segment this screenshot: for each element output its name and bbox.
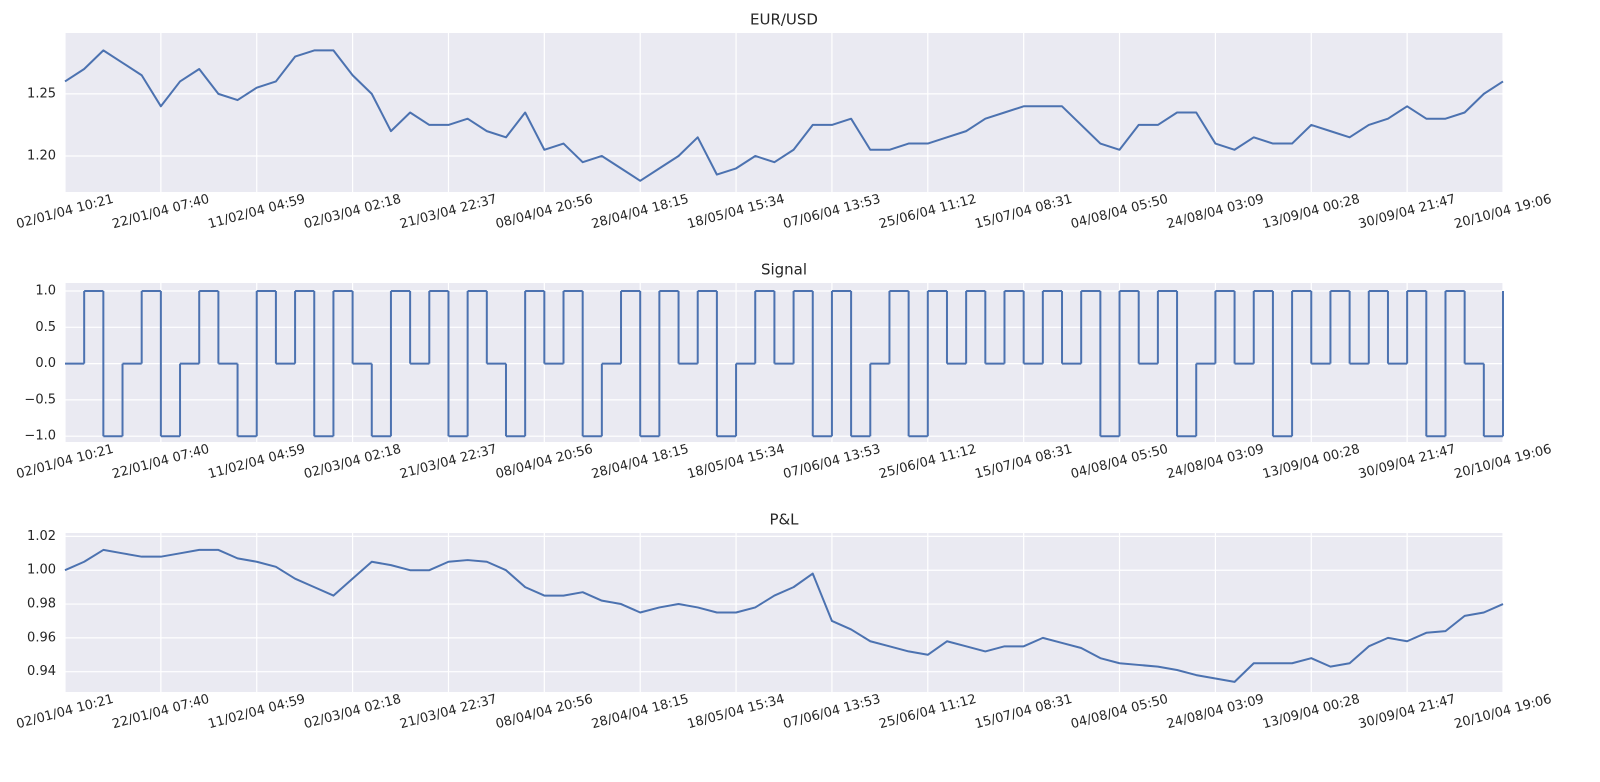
x-tick-label: 13/09/04 00:28	[1261, 192, 1361, 232]
x-tick-label: 18/05/04 15:34	[686, 442, 786, 482]
x-tick-label: 02/03/04 02:18	[302, 192, 402, 232]
y-tick-label: 0.98	[27, 597, 56, 612]
x-tick-label: 30/09/04 21:47	[1357, 442, 1457, 482]
x-tick-label: 02/03/04 02:18	[302, 442, 402, 482]
x-tick-label: 30/09/04 21:47	[1357, 692, 1457, 732]
y-tick-label: −0.5	[24, 392, 56, 407]
y-tick-label: 1.25	[27, 86, 56, 101]
x-tick-label: 25/06/04 11:12	[878, 442, 978, 482]
x-tick-label: 15/07/04 08:31	[973, 192, 1073, 232]
x-tick-label: 02/01/04 10:21	[15, 442, 115, 482]
x-tick-label: 11/02/04 04:59	[207, 192, 307, 232]
x-tick-label: 25/06/04 11:12	[878, 692, 978, 732]
x-tick-label: 18/05/04 15:34	[686, 192, 786, 232]
x-tick-label: 30/09/04 21:47	[1357, 192, 1457, 232]
x-tick-label: 13/09/04 00:28	[1261, 442, 1361, 482]
x-tick-label: 04/08/04 05:50	[1069, 692, 1169, 732]
series-line	[64, 548, 1504, 683]
chart-title: EUR/USD	[750, 11, 818, 29]
x-tick-label: 28/04/04 18:15	[590, 192, 690, 232]
x-tick-label: 07/06/04 13:53	[782, 442, 882, 482]
x-tick-label: 24/08/04 03:09	[1165, 442, 1265, 482]
x-tick-label: 20/10/04 19:06	[1453, 442, 1553, 482]
x-tick-label: 08/04/04 20:56	[494, 192, 594, 232]
x-tick-label: 21/03/04 22:37	[398, 192, 498, 232]
x-tick-label: 13/09/04 00:28	[1261, 692, 1361, 732]
y-tick-label: 0.5	[35, 320, 56, 335]
x-tick-label: 11/02/04 04:59	[207, 442, 307, 482]
x-tick-label: 02/03/04 02:18	[302, 692, 402, 732]
plot-background	[65, 33, 1503, 192]
x-tick-label: 15/07/04 08:31	[973, 442, 1073, 482]
x-tick-label: 07/06/04 13:53	[782, 192, 882, 232]
chart-title: P&L	[769, 511, 799, 529]
x-tick-label: 08/04/04 20:56	[494, 442, 594, 482]
plot-background	[65, 283, 1503, 442]
x-tick-label: 22/01/04 07:40	[111, 692, 211, 732]
x-tick-label: 21/03/04 22:37	[398, 442, 498, 482]
x-tick-label: 25/06/04 11:12	[878, 192, 978, 232]
x-tick-label: 04/08/04 05:50	[1069, 442, 1169, 482]
y-tick-label: 1.20	[27, 148, 56, 163]
y-tick-label: 1.0	[35, 283, 56, 298]
x-tick-label: 28/04/04 18:15	[590, 692, 690, 732]
y-tick-label: 0.96	[27, 630, 56, 645]
x-tick-label: 22/01/04 07:40	[111, 442, 211, 482]
y-tick-label: −1.0	[24, 429, 56, 444]
x-tick-label: 24/08/04 03:09	[1165, 692, 1265, 732]
x-tick-label: 11/02/04 04:59	[207, 692, 307, 732]
x-tick-label: 07/06/04 13:53	[782, 692, 882, 732]
x-tick-label: 20/10/04 19:06	[1453, 192, 1553, 232]
x-tick-label: 02/01/04 10:21	[15, 192, 115, 232]
x-tick-label: 02/01/04 10:21	[15, 692, 115, 732]
x-tick-label: 08/04/04 20:56	[494, 692, 594, 732]
x-tick-label: 22/01/04 07:40	[111, 192, 211, 232]
x-tick-label: 21/03/04 22:37	[398, 692, 498, 732]
series-line	[64, 49, 1504, 182]
x-tick-label: 28/04/04 18:15	[590, 442, 690, 482]
y-tick-label: 1.02	[27, 529, 56, 544]
y-tick-label: 0.0	[35, 356, 56, 371]
chart-title: Signal	[761, 261, 807, 279]
x-tick-label: 24/08/04 03:09	[1165, 192, 1265, 232]
plot-background	[65, 533, 1503, 692]
x-tick-label: 04/08/04 05:50	[1069, 192, 1169, 232]
x-tick-label: 15/07/04 08:31	[973, 692, 1073, 732]
y-tick-label: 1.00	[27, 563, 56, 578]
y-tick-label: 0.94	[27, 664, 56, 679]
x-tick-label: 18/05/04 15:34	[686, 692, 786, 732]
x-tick-label: 20/10/04 19:06	[1453, 692, 1553, 732]
